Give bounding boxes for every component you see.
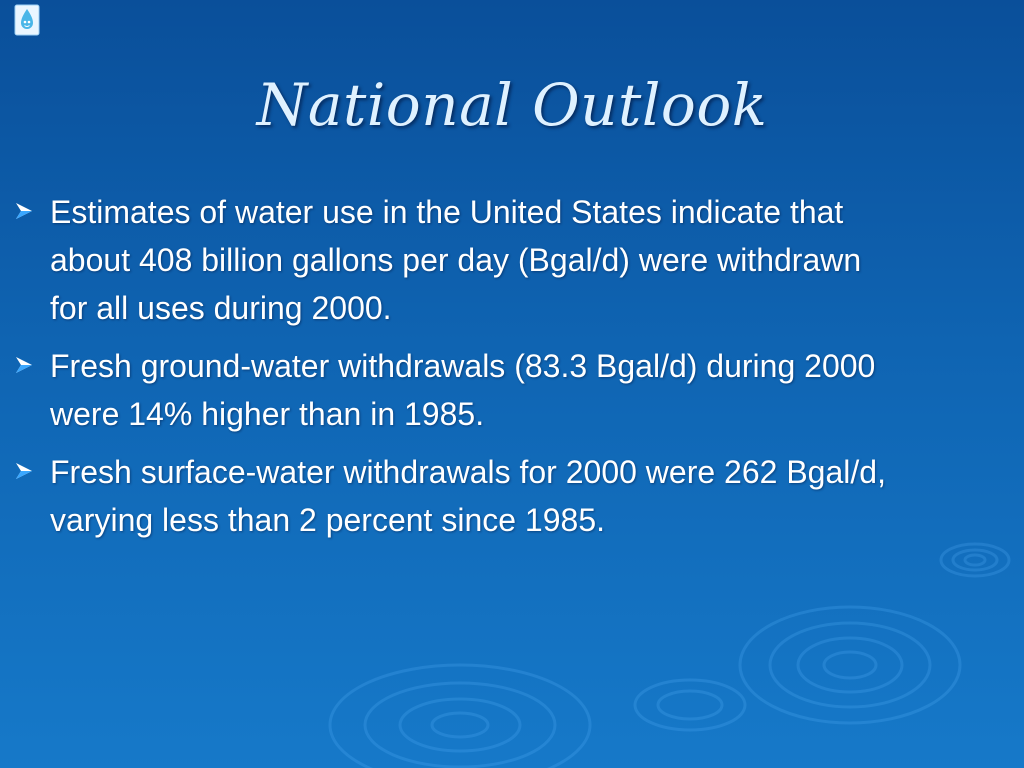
- bullet-item: Fresh surface-water withdrawals for 2000…: [14, 448, 894, 544]
- bullet-text: Estimates of water use in the United Sta…: [50, 194, 862, 326]
- bullet-text: Fresh surface-water withdrawals for 2000…: [50, 454, 886, 538]
- water-drop-logo-icon: [14, 4, 40, 36]
- arrowhead-bullet-icon: [16, 357, 32, 373]
- bullet-text: Fresh ground-water withdrawals (83.3 Bga…: [50, 348, 876, 432]
- arrowhead-bullet-icon: [16, 203, 32, 219]
- slide-title: National Outlook: [256, 71, 768, 139]
- bullet-item: Fresh ground-water withdrawals (83.3 Bga…: [14, 342, 894, 438]
- arrowhead-bullet-icon: [16, 463, 32, 479]
- bullet-item: Estimates of water use in the United Sta…: [14, 188, 894, 332]
- bullet-list: Estimates of water use in the United Sta…: [14, 188, 894, 554]
